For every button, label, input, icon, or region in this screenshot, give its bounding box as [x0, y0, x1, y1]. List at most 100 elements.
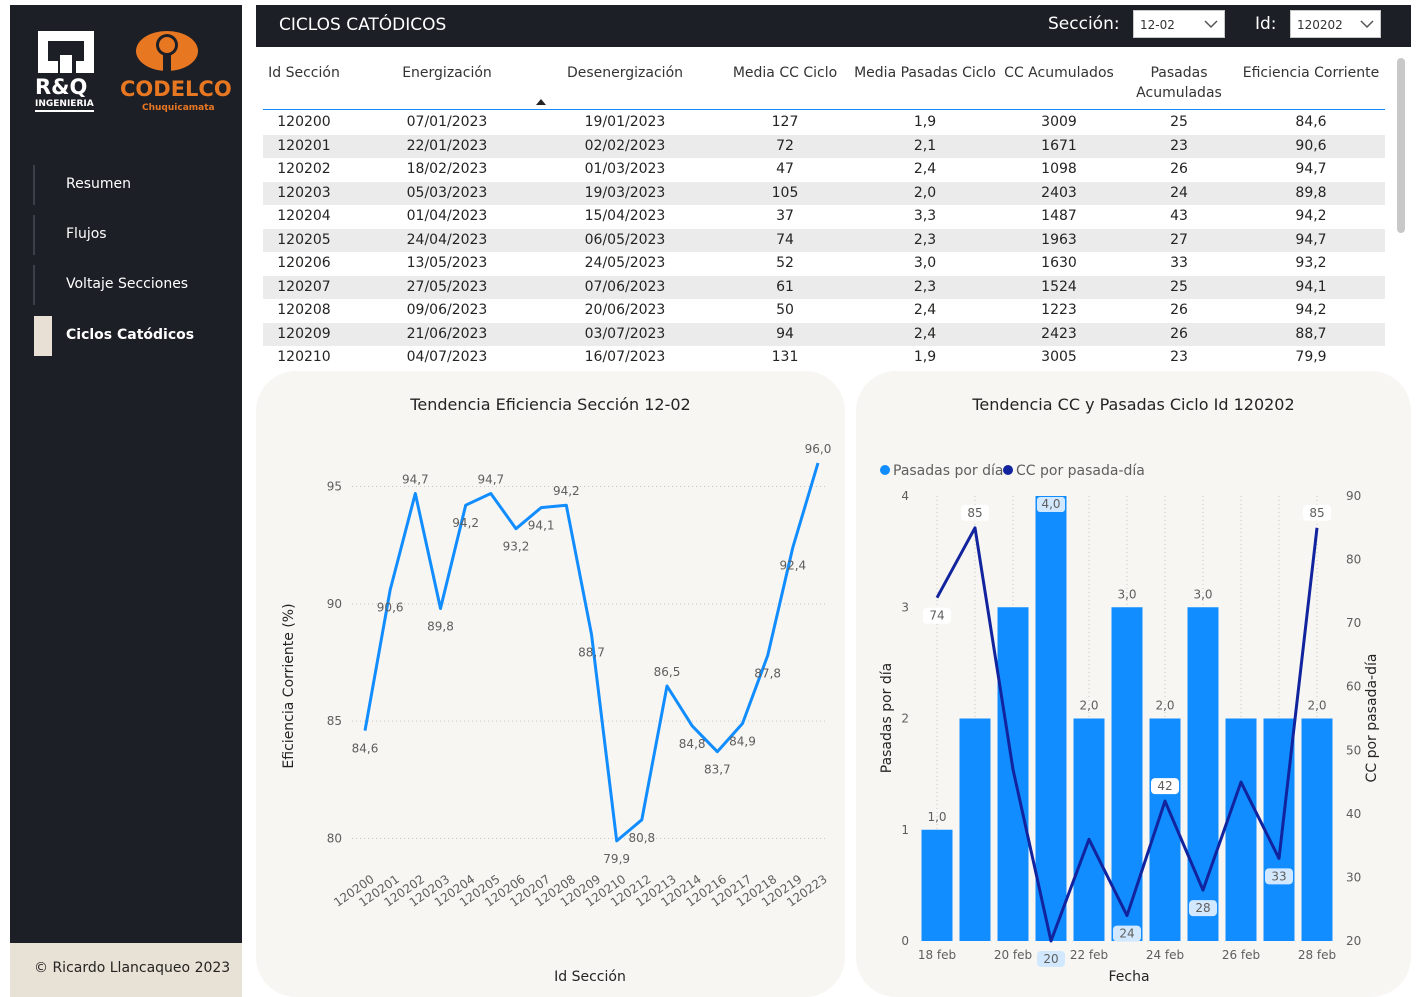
table-cell: 1630: [1041, 255, 1077, 271]
table-row[interactable]: 120201 22/01/2023 02/02/2023 72 2,1 1671 23 90,…: [263, 134, 1385, 158]
table-row[interactable]: 120203 05/03/2023 19/03/2023 105 2,0 2403 24 89…: [263, 181, 1385, 205]
y-right-tick-label: 40: [1346, 807, 1361, 821]
column-header[interactable]: Desenergización: [566, 65, 684, 81]
table-row[interactable]: 120206 13/05/2023 24/05/2023 52 3,0 1630 33 93,…: [263, 252, 1385, 275]
y-right-axis-title: CC por pasada-día: [1364, 654, 1380, 783]
table-row[interactable]: 120202 18/02/2023 01/03/2023 47 2,4 1098 26 94,…: [263, 158, 1385, 181]
data-point: [590, 632, 594, 636]
data-point: [464, 503, 468, 507]
brand-logos: R&Q INGENIERIA CODELCO Chuquicamata: [32, 27, 232, 127]
y-tick-label: 80: [327, 832, 342, 846]
efficiency-line-chart[interactable]: 8085909584,612020090,612020194,712020289…: [256, 371, 845, 997]
nav-item-resumen[interactable]: Resumen: [33, 165, 243, 205]
data-label: 96,0: [805, 442, 832, 456]
table-cell: 2,3: [913, 231, 937, 248]
data-point: [741, 722, 745, 726]
nav-item-ciclos-catodicos[interactable]: Ciclos Catódicos: [33, 316, 243, 356]
table-row[interactable]: 120210 04/07/2023 16/07/2023 131 1,9 3005 23 79…: [263, 346, 1385, 367]
table-cell: 120205: [277, 231, 331, 248]
table-row[interactable]: 120200 07/01/2023 19/01/2023 127 1,9 3009 25 84…: [263, 111, 1385, 134]
nav-item-voltaje-secciones[interactable]: Voltaje Secciones: [33, 265, 243, 305]
table-row[interactable]: 120207 27/05/2023 07/06/2023 61 2,3 1524 25 94,…: [263, 275, 1385, 299]
rq-logo-icon: [38, 31, 94, 73]
table-cell: 120203: [277, 184, 331, 201]
table-row[interactable]: 120204 01/04/2023 15/04/2023 37 3,3 1487 43 94,…: [263, 205, 1385, 228]
y-tick-label: 95: [327, 479, 342, 493]
table-cell: 120201: [277, 137, 331, 154]
table-cell: 120210: [277, 349, 331, 365]
table-row[interactable]: 120205 24/04/2023 06/05/2023 74 2,3 1963 27 94,…: [263, 228, 1385, 252]
table-cell: 120200: [277, 114, 331, 130]
table-cell: 27/05/2023: [406, 278, 488, 295]
table-cell: 13/05/2023: [406, 255, 488, 271]
cycles-table[interactable]: Id Sección Energización Desenergización Med…: [263, 55, 1385, 367]
column-header[interactable]: Eficiencia Corriente: [1242, 65, 1380, 81]
data-label: 94,2: [452, 516, 479, 530]
x-tick-label: 18 feb: [918, 948, 956, 962]
column-header[interactable]: Media CC Ciclo: [732, 65, 838, 81]
table-cell: 120204: [277, 208, 331, 224]
table-cell: 52: [776, 255, 794, 271]
legend-marker: [1003, 465, 1013, 475]
table-cell: 24/04/2023: [406, 231, 488, 248]
table-row[interactable]: 120208 09/06/2023 20/06/2023 50 2,4 1223 26 94,…: [263, 299, 1385, 322]
table-row[interactable]: 120209 21/06/2023 03/07/2023 94 2,4 2423 26 88,…: [263, 322, 1385, 346]
y-left-tick-label: 3: [901, 600, 909, 614]
id-dropdown[interactable]: 120202: [1290, 10, 1381, 38]
data-label: 88,7: [578, 645, 605, 659]
table-cell: 94,2: [1295, 302, 1327, 318]
codelco-logo-icon: [136, 31, 198, 71]
chevron-down-icon: [1204, 20, 1218, 29]
table-cell: 16/07/2023: [584, 349, 666, 365]
x-tick-label: 26 feb: [1222, 948, 1260, 962]
data-point: [1163, 799, 1167, 803]
table-cell: 2,1: [913, 137, 937, 154]
table-cell: 120207: [277, 278, 331, 295]
section-dropdown[interactable]: 12-02: [1133, 10, 1225, 38]
bar: [1301, 718, 1333, 941]
table-cell: 02/02/2023: [584, 137, 666, 154]
column-header[interactable]: CC Acumulados: [1004, 65, 1114, 81]
footer: © Ricardo Llancaqueo 2023: [10, 943, 242, 997]
table-cell: 105: [771, 184, 799, 201]
data-label: 94,2: [553, 484, 580, 498]
data-point: [363, 729, 367, 733]
legend-label: Pasadas por día: [893, 463, 1004, 479]
table-cell: 1,9: [913, 349, 937, 365]
data-label: 87,8: [754, 666, 781, 680]
table-cell: 72: [776, 137, 794, 154]
data-point: [715, 750, 719, 754]
data-label: 90,6: [377, 601, 404, 615]
cc-pasadas-combo-chart[interactable]: 0 1 2 3 4 20 30 40 50 60 70 80 90 1,0 4,0 2,0 3,0 2,0 3,0 2…: [856, 371, 1411, 997]
line-data-label: 85: [1309, 506, 1324, 520]
bar-data-label: 3,0: [1193, 587, 1212, 601]
table-cell: 127: [771, 114, 799, 130]
page-title: CICLOS CATÓDICOS: [279, 15, 447, 35]
table-cell: 88,7: [1295, 325, 1327, 342]
sort-asc-icon[interactable]: [535, 98, 547, 106]
line-data-label: 20: [1043, 952, 1058, 966]
data-point: [1125, 914, 1129, 918]
nav-indicator: [33, 265, 35, 305]
column-header[interactable]: Media Pasadas Ciclo: [854, 65, 996, 81]
bar-data-label: 2,0: [1307, 699, 1326, 713]
section-filter-label: Sección:: [1048, 14, 1120, 34]
line-data-label: 74: [929, 609, 944, 623]
data-label-bg: [1037, 951, 1065, 967]
table-cell: 25: [1170, 114, 1188, 130]
data-label-bg: [923, 607, 951, 624]
data-point: [1049, 939, 1053, 943]
table-cell: 22/01/2023: [406, 137, 488, 154]
x-axis-title: Id Sección: [554, 969, 626, 985]
table-cell: 43: [1170, 208, 1188, 224]
nav-item-flujos[interactable]: Flujos: [33, 215, 243, 255]
line-data-label: 85: [967, 506, 982, 520]
table-scrollbar[interactable]: [1397, 58, 1405, 233]
column-header[interactable]: Energización: [402, 65, 492, 81]
table-cell: 120202: [277, 161, 331, 177]
table-cell: 61: [776, 278, 794, 295]
column-header[interactable]: Id Sección: [268, 65, 340, 81]
nav-indicator: [33, 165, 35, 205]
column-header[interactable]: Pasadas Acumuladas: [1136, 65, 1222, 101]
data-label: 94,7: [402, 473, 429, 487]
